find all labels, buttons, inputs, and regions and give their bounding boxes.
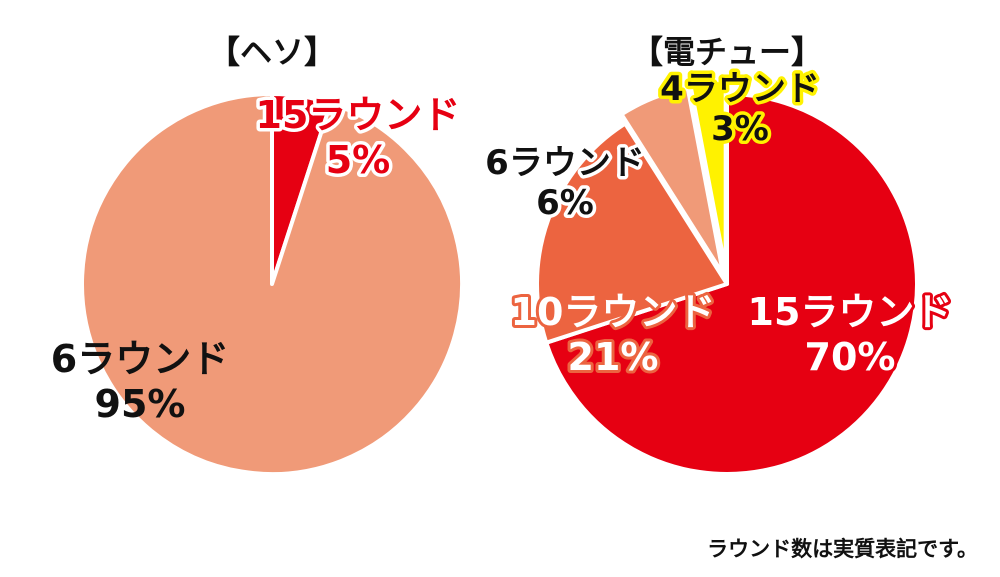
- slice-value-0-1: 95%: [95, 382, 186, 426]
- pie-chart-denchu: [535, 78, 919, 476]
- slice-value-1-1: 21%: [568, 335, 659, 379]
- pie-chart-heso: [80, 92, 464, 476]
- slice-label-1-1: 10ラウンド: [511, 290, 716, 334]
- pie-slice-1-2: [619, 86, 726, 277]
- pie-slice-1-1: [535, 121, 729, 345]
- slice-label-1-3: 4ラウンド: [660, 69, 820, 109]
- chart-title-denchu: 【電チュー】: [631, 33, 823, 71]
- chart-title-heso: 【ヘソ】: [208, 33, 336, 71]
- pie-labels: 15ラウンド5%6ラウンド95%15ラウンド70%10ラウンド21%6ラウンド6…: [51, 66, 956, 426]
- slice-label-1-0: 15ラウンド: [748, 290, 953, 334]
- slice-value-1-3: 3%: [711, 109, 769, 149]
- pie-slice-1-0: [544, 92, 919, 476]
- slice-value-0-0: 5%: [326, 138, 391, 182]
- slice-label-1-2: 6ラウンド: [485, 143, 645, 183]
- slice-value-1-0: 70%: [805, 335, 896, 379]
- pie-slice-0-1: [80, 92, 464, 476]
- slice-label-0-1: 6ラウンド: [51, 337, 229, 381]
- footnote: ラウンド数は実質表記です。: [707, 537, 978, 561]
- slice-value-1-2: 6%: [536, 183, 594, 223]
- slice-label-0-0: 15ラウンド: [256, 93, 461, 137]
- pie-slice-1-3: [688, 78, 728, 273]
